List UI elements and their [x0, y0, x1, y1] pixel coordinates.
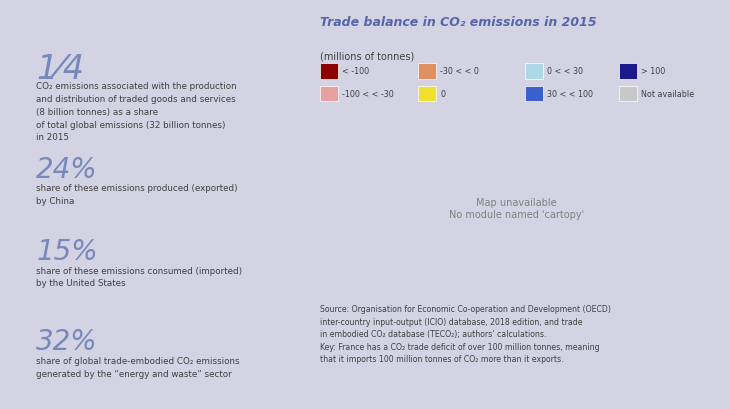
Bar	[320, 86, 338, 102]
Text: Source: Organisation for Economic Co-operation and Development (OECD)
inter-coun: Source: Organisation for Economic Co-ope…	[320, 305, 611, 364]
Text: 15%: 15%	[36, 237, 98, 265]
Text: 0: 0	[440, 90, 445, 99]
Text: Not available: Not available	[641, 90, 694, 99]
Text: 0 < < 30: 0 < < 30	[548, 67, 583, 76]
Bar	[619, 64, 637, 79]
Text: < -100: < -100	[342, 67, 369, 76]
Text: share of these emissions consumed (imported)
by the United States: share of these emissions consumed (impor…	[36, 266, 242, 288]
Text: 24%: 24%	[36, 155, 98, 183]
Bar	[525, 64, 543, 79]
Text: Map unavailable
No module named 'cartopy': Map unavailable No module named 'cartopy…	[449, 198, 584, 219]
Text: 30 < < 100: 30 < < 100	[548, 90, 593, 99]
Text: CO₂ emissions associated with the production
and distribution of traded goods an: CO₂ emissions associated with the produc…	[36, 82, 237, 142]
Text: share of these emissions produced (exported)
by China: share of these emissions produced (expor…	[36, 184, 238, 206]
Text: 1⁄4: 1⁄4	[36, 53, 85, 86]
Bar	[619, 86, 637, 102]
Bar	[418, 86, 437, 102]
Text: share of global trade-embodied CO₂ emissions
generated by the “energy and waste”: share of global trade-embodied CO₂ emiss…	[36, 356, 240, 378]
Bar	[525, 86, 543, 102]
Text: -100 < < -30: -100 < < -30	[342, 90, 394, 99]
Bar	[320, 64, 338, 79]
Text: -30 < < 0: -30 < < 0	[440, 67, 480, 76]
Text: (millions of tonnes): (millions of tonnes)	[320, 51, 415, 61]
Text: 32%: 32%	[36, 327, 98, 355]
Text: > 100: > 100	[641, 67, 666, 76]
Text: Trade balance in CO₂ emissions in 2015: Trade balance in CO₂ emissions in 2015	[320, 16, 596, 29]
Bar	[418, 64, 437, 79]
